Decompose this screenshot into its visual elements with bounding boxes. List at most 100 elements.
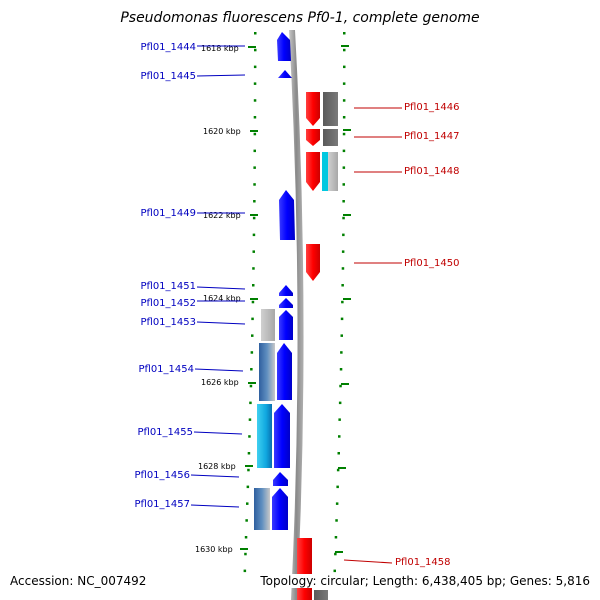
tick-dot: [334, 552, 337, 556]
gene-block-grey-1447: [323, 129, 338, 146]
gene-label-pfl01-1454: Pfl01_1454: [138, 364, 194, 375]
gene-block-steel-1454: [259, 343, 275, 401]
leader-line-1457: [190, 504, 240, 508]
leader-line-1451: [196, 286, 246, 290]
gene-arrow-pfl01-1446: [306, 92, 320, 126]
tick-dot: [340, 351, 343, 354]
tick-dot: [251, 317, 254, 321]
tick-dot: [338, 418, 341, 421]
gene-arrow-pfl01-1458: [297, 538, 312, 600]
tick-dot: [342, 116, 346, 119]
tick-label-1626: 1626 kbp: [201, 378, 239, 387]
gene-leader-lines: [190, 45, 402, 564]
tick-dot: [341, 267, 345, 270]
accession-text: Accession: NC_007492: [10, 574, 147, 588]
tick-mark-1622: [250, 214, 258, 216]
tick-dot: [245, 519, 248, 522]
leader-line-1454: [194, 368, 244, 372]
tick-dot: [250, 351, 254, 354]
tick-dot: [251, 300, 255, 304]
scale-ticks: 1618 kbp 1620 kbp 1622 kbp 1624 kbp 1626…: [195, 44, 351, 554]
tick-dot: [253, 149, 256, 153]
gene-arrow-pfl01-1444: [277, 32, 291, 61]
tick-dot: [335, 502, 339, 505]
tick-dot: [253, 99, 257, 102]
tick-dot: [253, 132, 257, 136]
tick-dot: [246, 485, 250, 489]
tick-dot: [252, 250, 255, 253]
tick-dot: [252, 267, 255, 270]
tick-dot: [252, 233, 256, 237]
gene-block-cyan-1448: [322, 152, 328, 191]
tick-dot: [247, 468, 250, 472]
tick-dot: [247, 452, 251, 455]
gene-label-pfl01-1452: Pfl01_1452: [140, 298, 196, 309]
gene-arrow-pfl01-1451: [279, 285, 293, 296]
tick-dot: [341, 284, 344, 287]
gene-arrow-pfl01-1445: [278, 70, 292, 78]
gene-arrow-pfl01-1456: [272, 488, 288, 530]
leader-line-1458: [343, 559, 393, 564]
gene-arrow-pfl01-1450: [306, 244, 320, 281]
gene-arrow-pfl01-1457-tail: [273, 472, 288, 486]
gene-block-grey-1446: [323, 92, 338, 126]
gene-arrow-pfl01-1453: [279, 310, 293, 340]
gene-label-pfl01-1458: Pfl01_1458: [395, 557, 451, 568]
tick-mark-1618: [248, 46, 256, 48]
gene-arrow-pfl01-1454: [277, 343, 292, 400]
tick-mark-right-1618: [341, 45, 349, 47]
tick-dot: [336, 485, 339, 489]
tick-label-1628: 1628 kbp: [198, 462, 236, 471]
gene-label-pfl01-1447: Pfl01_1447: [404, 131, 460, 142]
tick-dot: [333, 569, 336, 573]
tick-dot: [338, 435, 341, 438]
tick-dot: [342, 216, 345, 220]
gene-label-pfl01-1457: Pfl01_1457: [134, 499, 190, 510]
tick-dot: [253, 82, 257, 85]
tick-mark-right-1630: [335, 551, 343, 553]
tick-dot: [253, 200, 256, 203]
tick-column-left: [243, 32, 257, 573]
tick-label-1618: 1618 kbp: [201, 44, 239, 53]
topology-text: Topology: circular; Length: 6,438,405 bp…: [260, 574, 590, 588]
tick-dot: [251, 334, 254, 337]
tick-dot: [343, 48, 346, 52]
tick-dot: [340, 317, 344, 321]
tick-dot: [246, 502, 249, 505]
leader-line-1456: [190, 474, 240, 478]
tick-dot: [334, 536, 338, 539]
leader-line-1455: [193, 431, 243, 435]
tick-column-right: [333, 32, 346, 573]
gene-arrow-pfl01-1455: [274, 404, 290, 468]
tick-dot: [253, 116, 257, 119]
genome-backbone: [289, 30, 304, 600]
tick-mark-1624: [250, 298, 258, 300]
tick-mark-1626: [248, 382, 256, 384]
tick-dot: [249, 401, 252, 405]
tick-dot: [244, 552, 247, 556]
tick-dot: [338, 401, 342, 405]
tick-dot: [243, 569, 247, 573]
tick-dot: [252, 284, 255, 287]
gene-label-pfl01-1450: Pfl01_1450: [404, 258, 460, 269]
gene-arrow-pfl01-1448: [306, 152, 320, 191]
tick-label-1630: 1630 kbp: [195, 545, 233, 554]
gene-arrow-pfl01-1452: [279, 298, 293, 308]
tick-dot: [337, 452, 340, 455]
tick-dot: [244, 536, 248, 539]
tick-dot: [342, 149, 346, 153]
gene-block-grey-1448: [328, 152, 338, 191]
tick-label-1622: 1622 kbp: [203, 211, 241, 220]
tick-dot: [342, 183, 345, 186]
tick-dot: [254, 48, 257, 52]
tick-dot: [343, 65, 346, 69]
tick-dot: [342, 166, 346, 169]
tick-mark-right-1624: [343, 298, 351, 300]
tick-dot: [335, 519, 338, 522]
tick-dot: [254, 32, 257, 35]
tick-mark-right-1620: [343, 129, 351, 131]
tick-dot: [339, 368, 343, 371]
leader-line-1453: [196, 321, 246, 325]
tick-dot: [253, 65, 257, 69]
